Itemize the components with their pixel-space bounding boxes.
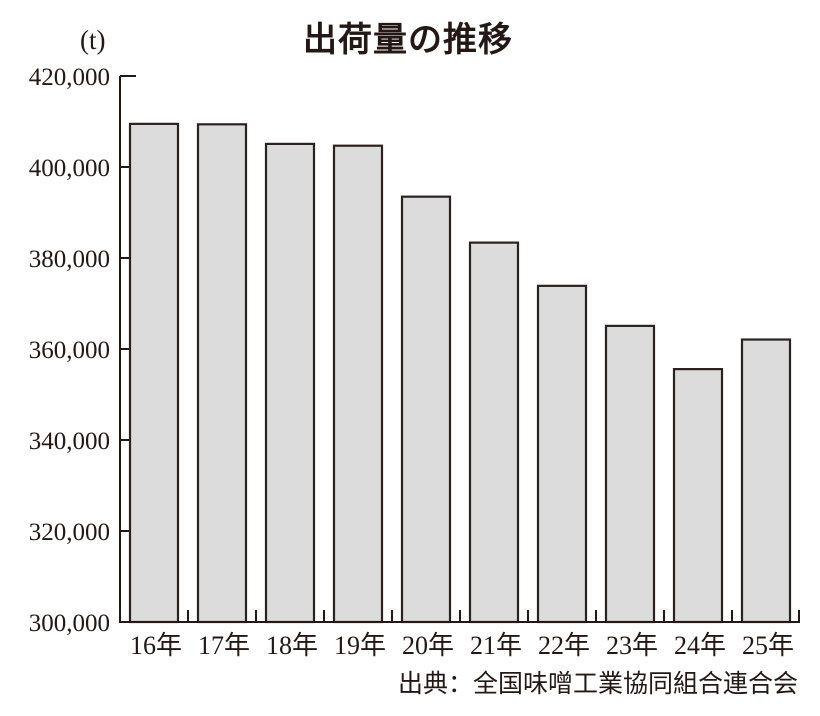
x-tick-label: 18年 xyxy=(266,631,318,660)
x-tick-label: 23年 xyxy=(606,631,658,660)
x-tick-label: 22年 xyxy=(538,631,590,660)
y-tick-label: 320,000 xyxy=(29,519,110,546)
x-tick-label: 19年 xyxy=(334,631,386,660)
source-note: 出典：全国味噌工業協同組合連合会 xyxy=(397,669,798,698)
bar-16年 xyxy=(128,122,180,624)
x-tick-label: 24年 xyxy=(674,631,726,660)
bar-23年 xyxy=(604,324,656,624)
y-tick-label: 420,000 xyxy=(29,64,110,91)
bar-24年 xyxy=(672,368,724,624)
bar-18年 xyxy=(264,142,316,624)
bars xyxy=(128,122,792,624)
y-tick-label: 360,000 xyxy=(29,337,110,364)
y-tick-label: 380,000 xyxy=(29,246,110,273)
chart-title: 出荷量の推移 xyxy=(303,20,513,60)
bar-22年 xyxy=(536,284,588,624)
x-axis: 16年 17年 18年 19年 20年 21年 22年 23年 24年 25年 xyxy=(119,610,800,660)
bar-25年 xyxy=(740,338,792,624)
x-tick-label: 20年 xyxy=(402,631,454,660)
bar-21年 xyxy=(468,241,520,624)
y-tick-label: 400,000 xyxy=(29,155,110,182)
y-tick-label: 300,000 xyxy=(29,610,110,637)
bar-20年 xyxy=(400,195,452,624)
bar-17年 xyxy=(196,123,248,624)
y-axis: 300,000 320,000 340,000 360,000 380,000 400,0… xyxy=(29,64,136,637)
x-tick-label: 21年 xyxy=(470,631,522,660)
bar-19年 xyxy=(332,144,384,624)
y-axis-unit-label: (t) xyxy=(80,25,106,55)
y-tick-label: 340,000 xyxy=(29,428,110,455)
x-tick-label: 16年 xyxy=(130,631,182,660)
x-tick-label: 25年 xyxy=(742,631,794,660)
x-tick-label: 17年 xyxy=(198,631,250,660)
